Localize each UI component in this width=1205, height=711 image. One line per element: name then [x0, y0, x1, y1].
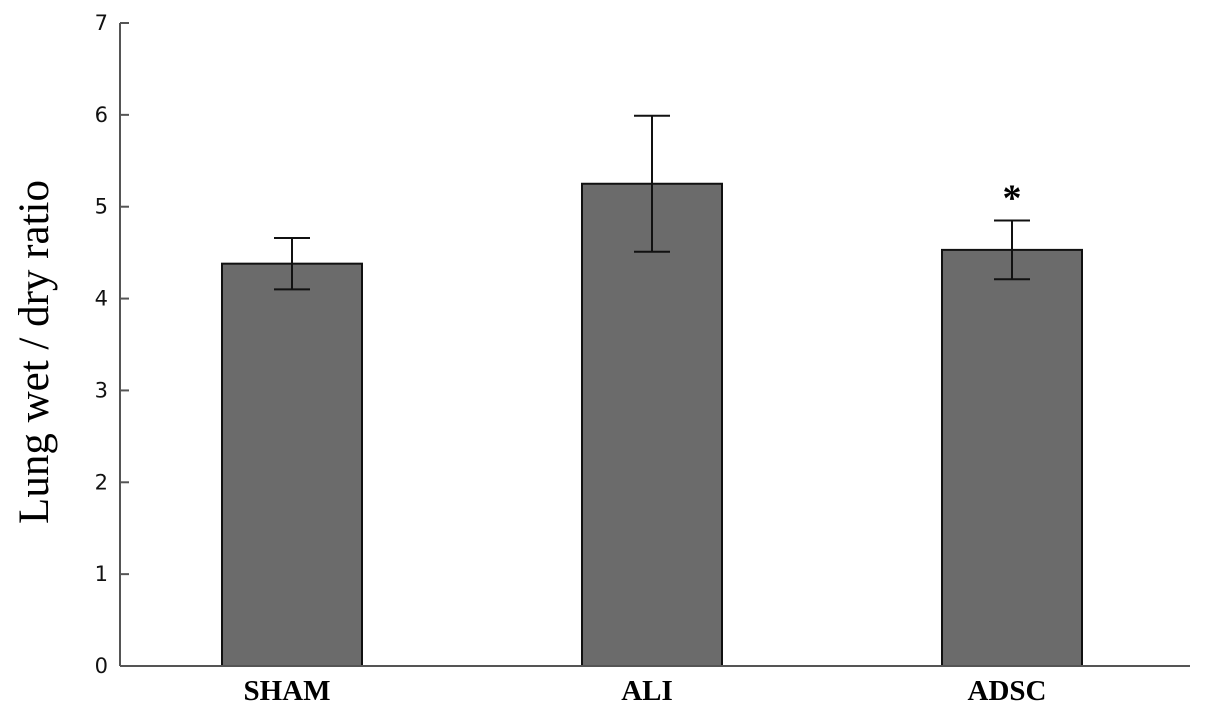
category-label-adsc: ADSC: [968, 675, 1047, 707]
y-tick-label: 4: [95, 287, 108, 311]
y-tick-label: 5: [95, 195, 108, 219]
significance-marker: *: [1003, 177, 1022, 219]
y-axis-ticks: 0 1 2 3 4 5 6 7: [95, 11, 129, 678]
y-tick-label: 6: [95, 103, 108, 127]
category-label-ali: ALI: [621, 675, 673, 707]
y-tick-label: 0: [95, 654, 108, 678]
y-tick-label: 7: [95, 11, 108, 35]
bar-sham: [221, 262, 363, 667]
x-axis-category-labels: SHAM ALI ADSC: [244, 675, 1047, 707]
error-bars: [274, 114, 1030, 291]
bar-adsc: [941, 248, 1083, 667]
y-axis-title: Lung wet / dry ratio: [11, 180, 58, 524]
y-tick-label: 2: [95, 470, 108, 494]
y-tick-label: 1: [95, 562, 108, 586]
y-tick-label: 3: [95, 378, 108, 402]
bars: [221, 182, 1083, 667]
bar-ali: [581, 182, 723, 667]
category-label-sham: SHAM: [244, 675, 331, 707]
annotations: *: [1003, 177, 1022, 219]
